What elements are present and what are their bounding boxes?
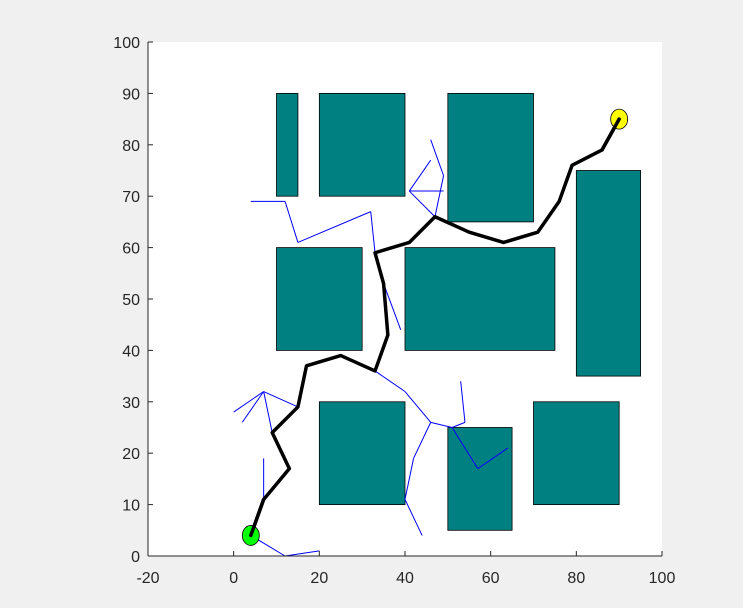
obstacle-3	[447, 93, 534, 223]
x-tick-label: 40	[396, 570, 414, 587]
tree-edge-14	[477, 447, 509, 470]
tree-edge-4	[263, 391, 273, 433]
planned-path	[249, 117, 621, 538]
tree-edge-6	[241, 391, 265, 423]
tree-edge-13	[451, 427, 479, 469]
tree-edge-20	[297, 211, 371, 243]
obstacle-5	[404, 247, 556, 351]
y-tick-label: 90	[122, 86, 140, 103]
y-tick-label: 100	[113, 35, 140, 52]
obstacle-6	[575, 170, 641, 377]
obstacle-9	[533, 401, 620, 505]
tree-edge-17	[404, 499, 423, 536]
tree-edge-2	[284, 550, 320, 557]
tree-edge-5	[233, 391, 264, 413]
obstacle-1	[276, 93, 299, 197]
tree-edge-7	[263, 391, 299, 408]
x-tick-label: -20	[136, 570, 159, 587]
x-tick-label: 80	[567, 570, 585, 587]
tree-edge-11	[451, 421, 466, 428]
path-goal-segment	[600, 117, 621, 152]
tree-edge-8	[374, 370, 406, 392]
x-tick-label: 100	[649, 570, 676, 587]
obstacle-7	[318, 401, 406, 505]
y-tick-label: 70	[122, 189, 140, 206]
x-tick-label: 0	[229, 570, 238, 587]
tree-edge-12	[460, 381, 466, 423]
obstacles-layer	[276, 93, 641, 531]
tree-edge-15	[413, 422, 432, 459]
y-tick-label: 60	[122, 241, 140, 258]
tree-edge-9	[404, 391, 432, 423]
tree-edge-26	[434, 175, 445, 217]
y-tick-label: 10	[122, 498, 140, 515]
y-tick-label: 80	[122, 138, 140, 155]
x-tick-label: 20	[310, 570, 328, 587]
x-tick-label: 60	[482, 570, 500, 587]
y-tick-label: 50	[122, 292, 140, 309]
markers-layer	[241, 108, 629, 546]
y-tick-label: 40	[122, 343, 140, 360]
tree-edge-23	[408, 190, 436, 218]
axes-layer: -20 0 20 40 60 80 100 0 10 20 30 40 50 60 70 80 90 100	[113, 35, 675, 587]
tree-edge-27	[430, 139, 445, 176]
search-tree-layer	[233, 139, 509, 557]
y-tick-label: 30	[122, 395, 140, 412]
tree-edge-16	[404, 458, 415, 500]
y-tick-label: 0	[131, 549, 140, 566]
tree-edge-19	[370, 211, 376, 253]
tree-edge-18	[383, 283, 402, 331]
obstacle-4	[276, 247, 363, 351]
y-tick-label: 20	[122, 446, 140, 463]
path-layer	[249, 117, 621, 538]
obstacle-2	[318, 93, 406, 197]
tree-edge-21	[284, 201, 299, 243]
obstacle-8	[447, 427, 513, 531]
tree-edge-24	[408, 159, 432, 192]
path-start-segment	[249, 497, 266, 538]
tree-edge-10	[430, 421, 453, 428]
